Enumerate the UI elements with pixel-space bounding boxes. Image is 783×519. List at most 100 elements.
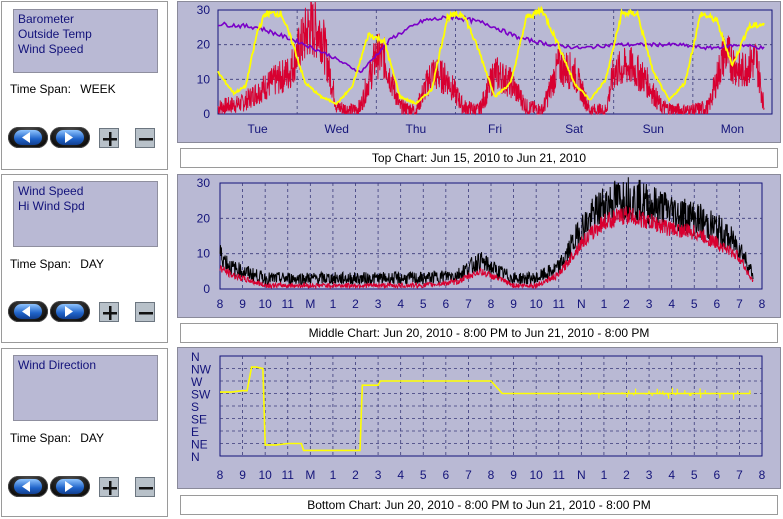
x-tick-label: 9 bbox=[510, 468, 517, 482]
x-tick-label: 8 bbox=[488, 468, 495, 482]
x-tick-label: 5 bbox=[420, 297, 427, 311]
bottom-series-list[interactable]: Wind Direction bbox=[13, 355, 158, 421]
x-tick-label: 2 bbox=[623, 468, 630, 482]
x-tick-label: 9 bbox=[239, 468, 246, 482]
x-tick-label: Tue bbox=[247, 122, 268, 136]
zoom-out-button[interactable] bbox=[135, 128, 155, 148]
y-tick-label: SE bbox=[191, 413, 207, 427]
x-tick-label: 1 bbox=[601, 468, 608, 482]
zoom-in-button[interactable] bbox=[99, 302, 119, 322]
x-tick-label: 8 bbox=[217, 297, 224, 311]
x-tick-label: 6 bbox=[442, 468, 449, 482]
x-tick-label: M bbox=[305, 297, 315, 311]
x-tick-label: 7 bbox=[736, 468, 743, 482]
plus-icon bbox=[103, 306, 117, 320]
y-tick-label: 20 bbox=[197, 38, 211, 52]
top-chart-plot[interactable]: 0 10 20 30 Tue Wed Thu Fri Sat Sun Mon bbox=[178, 2, 782, 144]
x-tick-label: 8 bbox=[759, 297, 766, 311]
y-tick-label: 20 bbox=[197, 211, 211, 225]
middle-chart-control-panel: Wind Speed Hi Wind Spd Time Span: DAY bbox=[1, 174, 168, 343]
series-list-item[interactable]: Hi Wind Spd bbox=[18, 199, 85, 213]
x-tick-label: 6 bbox=[442, 297, 449, 311]
x-tick-label: N bbox=[577, 468, 586, 482]
back-button[interactable] bbox=[8, 476, 48, 497]
back-button[interactable] bbox=[8, 127, 48, 148]
time-span-row: Time Span: DAY bbox=[10, 257, 104, 271]
x-tick-label: 8 bbox=[488, 297, 495, 311]
x-tick-label: M bbox=[305, 468, 315, 482]
outside-temp-series-line bbox=[217, 5, 765, 105]
time-span-label: Time Span: bbox=[10, 82, 71, 96]
left-arrow-icon bbox=[22, 306, 30, 317]
right-arrow-icon bbox=[65, 132, 73, 143]
x-tick-label: Sat bbox=[565, 122, 584, 136]
x-tick-label: 10 bbox=[529, 297, 543, 311]
x-tick-label: 3 bbox=[375, 468, 382, 482]
series-list-item[interactable]: Barometer bbox=[18, 12, 75, 26]
wind-direction-series-line bbox=[220, 366, 751, 452]
series-list-item[interactable]: Wind Speed bbox=[18, 42, 84, 56]
y-tick-label: 30 bbox=[197, 176, 211, 190]
top-chart-control-panel: Barometer Outside Temp Wind Speed Time S… bbox=[1, 1, 168, 170]
bottom-chart-caption: Bottom Chart: Jun 20, 2010 - 8:00 PM to … bbox=[180, 495, 778, 515]
x-tick-label: 10 bbox=[258, 297, 272, 311]
plus-icon bbox=[103, 481, 117, 495]
left-arrow-icon bbox=[22, 481, 30, 492]
series-list-item[interactable]: Wind Direction bbox=[18, 358, 97, 372]
series-list-item[interactable]: Outside Temp bbox=[18, 27, 92, 41]
forward-button[interactable] bbox=[50, 301, 90, 322]
hi-wind-speed-series-line bbox=[219, 177, 754, 287]
x-tick-label: 1 bbox=[330, 468, 337, 482]
x-tick-label: 10 bbox=[258, 468, 272, 482]
forward-button[interactable] bbox=[50, 127, 90, 148]
x-tick-label: N bbox=[577, 297, 586, 311]
x-tick-label: 9 bbox=[239, 297, 246, 311]
middle-chart-caption: Middle Chart: Jun 20, 2010 - 8:00 PM to … bbox=[180, 323, 778, 343]
minus-icon bbox=[139, 312, 153, 315]
forward-button[interactable] bbox=[50, 476, 90, 497]
series-list-item[interactable]: Wind Speed bbox=[18, 184, 84, 198]
y-tick-label: S bbox=[191, 400, 199, 414]
middle-chart[interactable]: 0 10 20 30 8 9 10 11 M 1 2 3 4 5 6 7 8 9 10 11 N 1 2 3 4 5 6 7 8 bbox=[177, 174, 781, 318]
x-tick-label: 2 bbox=[352, 468, 359, 482]
time-span-label: Time Span: bbox=[10, 257, 71, 271]
y-tick-label: 0 bbox=[203, 282, 210, 296]
x-tick-label: 11 bbox=[553, 297, 566, 311]
x-tick-label: 4 bbox=[668, 468, 675, 482]
zoom-in-button[interactable] bbox=[99, 477, 119, 497]
time-span-value: DAY bbox=[80, 257, 105, 271]
zoom-in-button[interactable] bbox=[99, 128, 119, 148]
x-tick-label: Mon bbox=[721, 122, 744, 136]
y-tick-label: NE bbox=[191, 438, 208, 452]
x-tick-label: 3 bbox=[646, 297, 653, 311]
top-chart[interactable]: 0 10 20 30 Tue Wed Thu Fri Sat Sun Mon bbox=[177, 1, 781, 143]
zoom-out-button[interactable] bbox=[135, 477, 155, 497]
left-arrow-icon bbox=[22, 132, 30, 143]
top-chart-caption: Top Chart: Jun 15, 2010 to Jun 21, 2010 bbox=[180, 148, 778, 168]
right-arrow-icon bbox=[65, 306, 73, 317]
x-tick-label: 4 bbox=[668, 297, 675, 311]
top-series-list[interactable]: Barometer Outside Temp Wind Speed bbox=[13, 9, 158, 73]
x-tick-label: 5 bbox=[691, 297, 698, 311]
middle-chart-plot[interactable]: 0 10 20 30 8 9 10 11 M 1 2 3 4 5 6 7 8 9 10 11 N 1 2 3 4 5 6 7 8 bbox=[178, 175, 782, 319]
x-tick-label: 2 bbox=[623, 297, 630, 311]
x-tick-label: 5 bbox=[420, 468, 427, 482]
time-span-value: DAY bbox=[80, 431, 105, 445]
x-tick-label: 5 bbox=[691, 468, 698, 482]
plus-icon bbox=[103, 132, 117, 146]
x-tick-label: 11 bbox=[553, 468, 566, 482]
back-button[interactable] bbox=[8, 301, 48, 322]
wind-speed-series-line bbox=[219, 206, 754, 290]
x-tick-label: 3 bbox=[646, 468, 653, 482]
x-tick-label: 7 bbox=[465, 468, 472, 482]
middle-series-list[interactable]: Wind Speed Hi Wind Spd bbox=[13, 181, 158, 247]
y-tick-label: 10 bbox=[197, 247, 211, 261]
x-tick-label: 1 bbox=[330, 297, 337, 311]
bottom-chart-control-panel: Wind Direction Time Span: DAY bbox=[1, 348, 168, 517]
x-tick-label: Fri bbox=[488, 122, 502, 136]
bottom-chart[interactable]: N NW W SW S SE E NE N 8 9 10 11 M 1 2 3 4 5 6 7 8 9 10 11 N 1 2 3 4 5 6… bbox=[177, 347, 781, 489]
x-tick-label: 4 bbox=[397, 297, 404, 311]
barometer-series-line bbox=[217, 14, 765, 74]
zoom-out-button[interactable] bbox=[135, 302, 155, 322]
